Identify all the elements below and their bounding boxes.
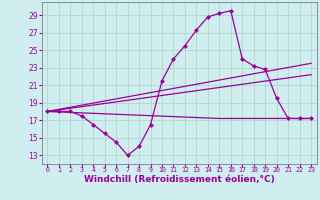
- X-axis label: Windchill (Refroidissement éolien,°C): Windchill (Refroidissement éolien,°C): [84, 175, 275, 184]
